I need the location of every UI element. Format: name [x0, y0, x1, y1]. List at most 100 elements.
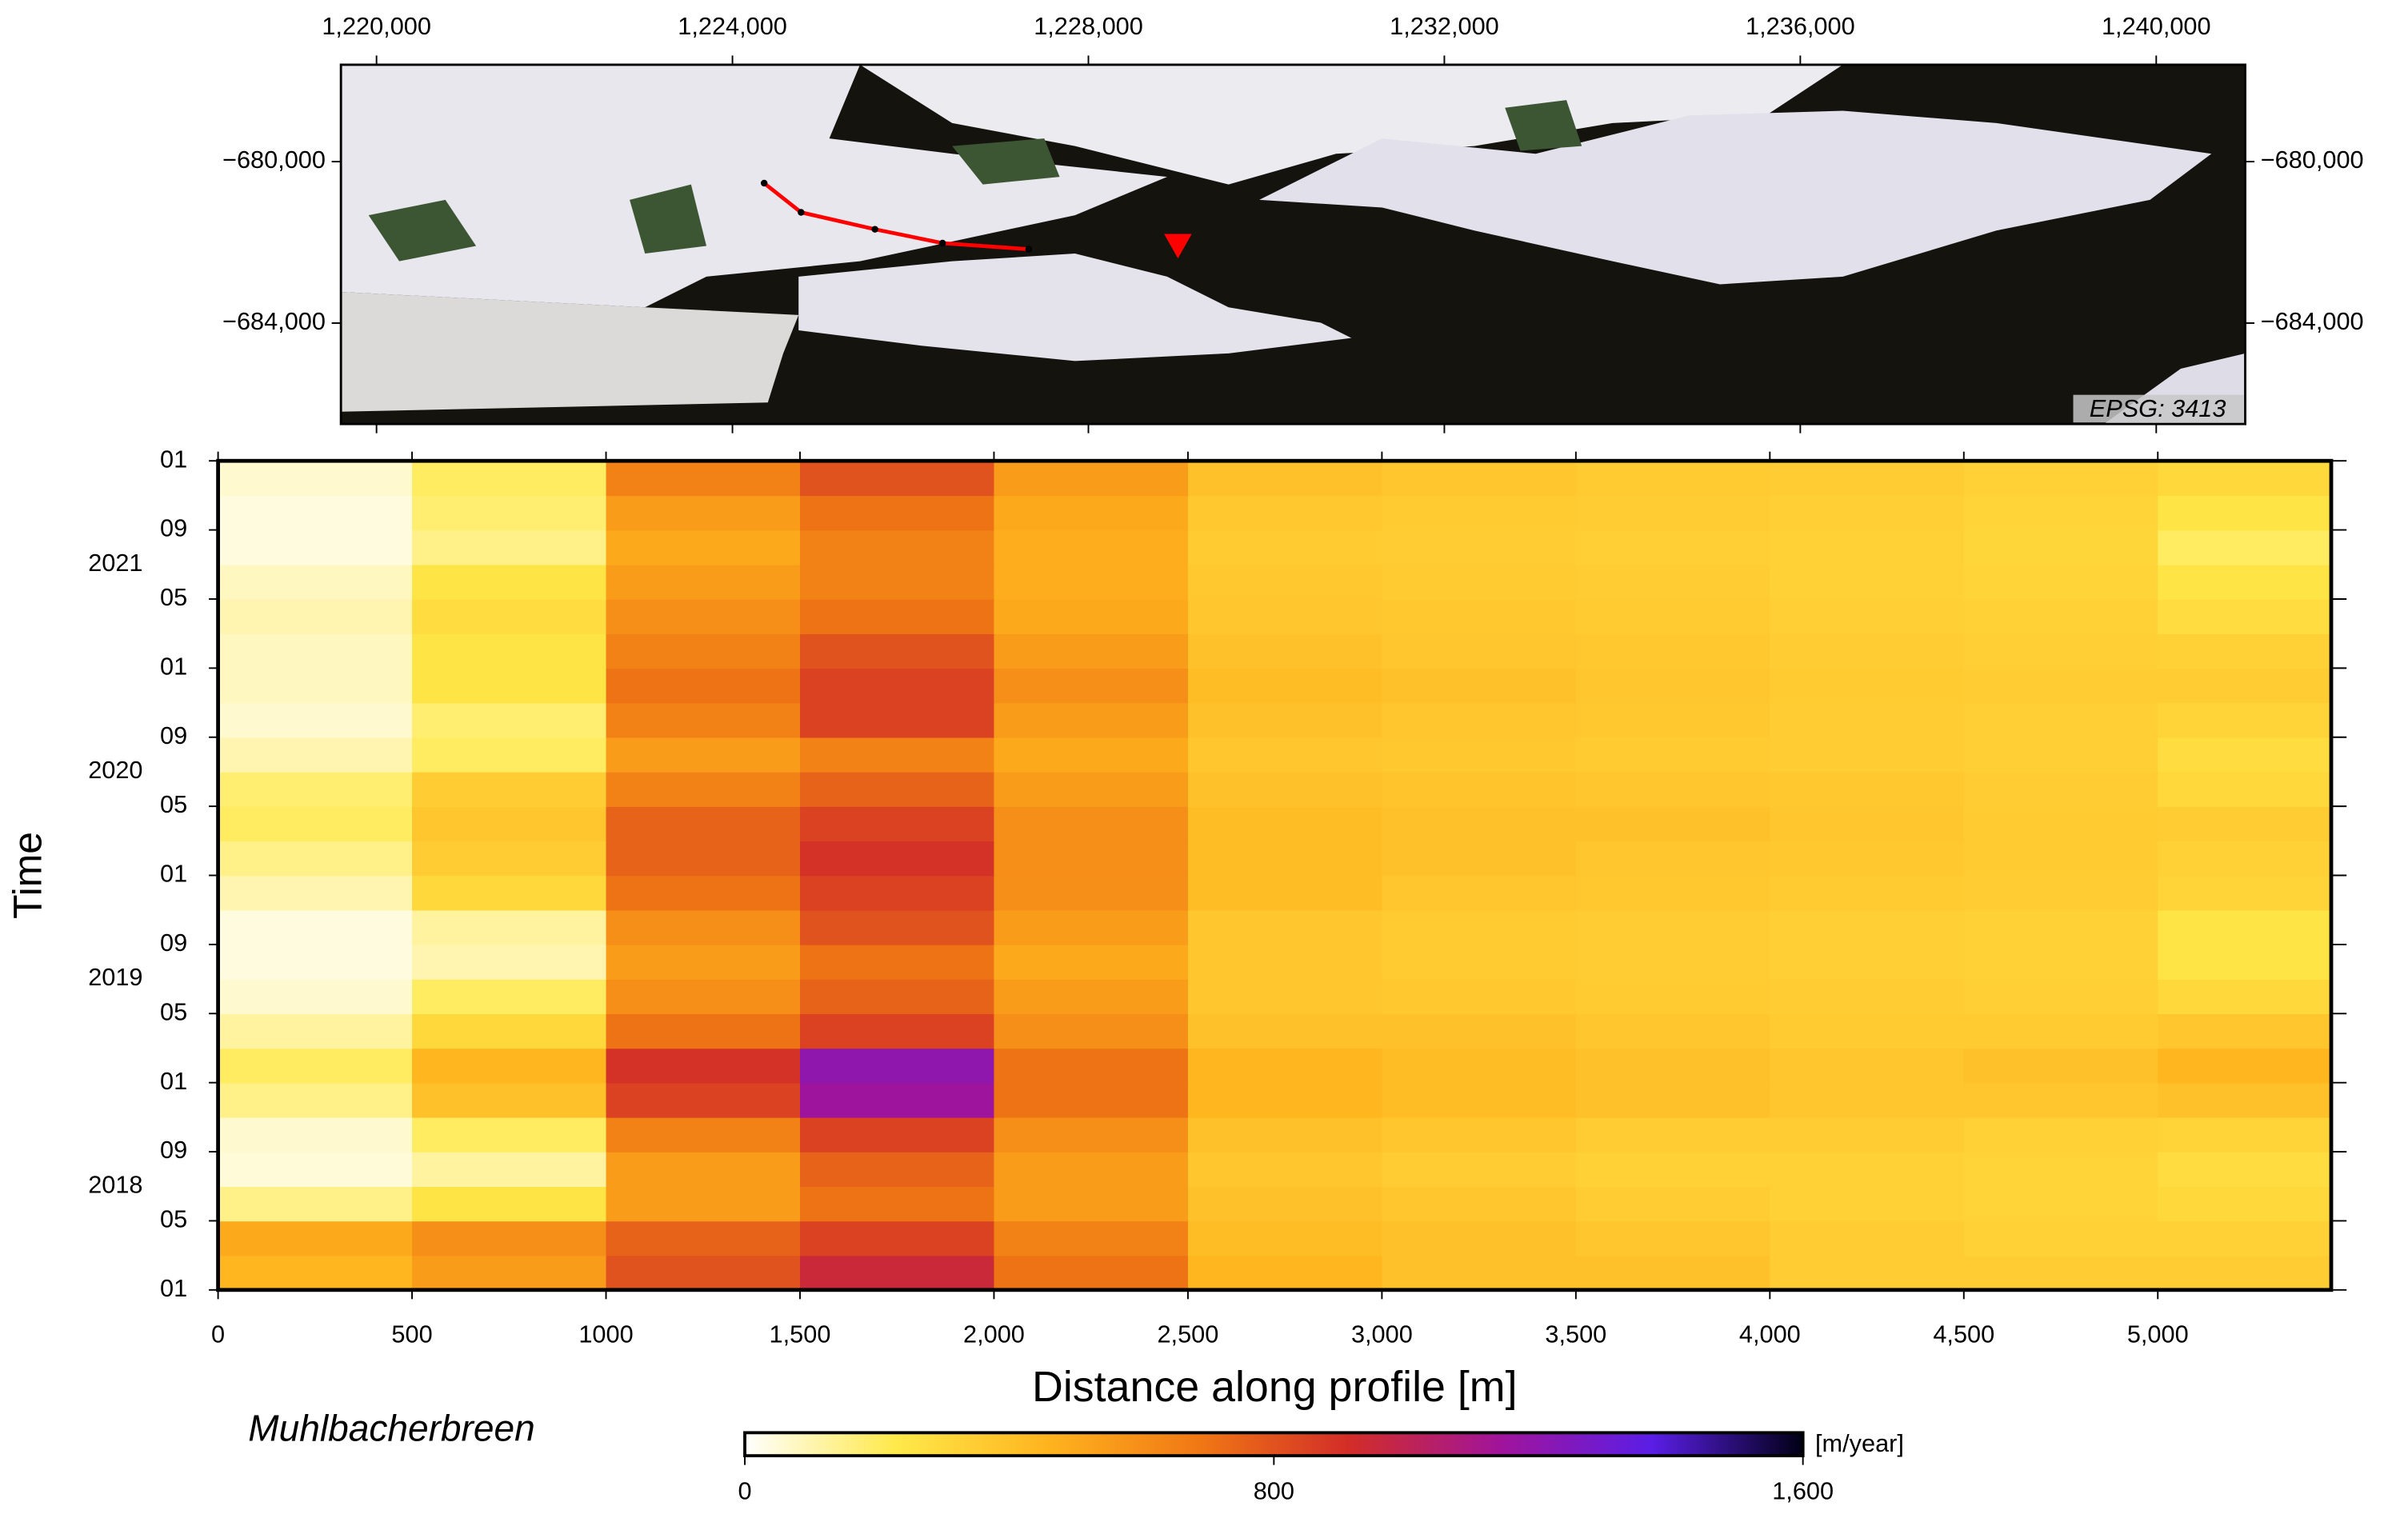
- heat-cell: [1187, 598, 1383, 634]
- heat-cell: [1382, 841, 1577, 877]
- heat-cell: [218, 1152, 413, 1188]
- heat-cell: [606, 944, 801, 980]
- heat-cell: [1963, 1186, 2159, 1222]
- heat-cell: [2158, 1186, 2332, 1222]
- heat-cell: [799, 841, 995, 877]
- heat-cell: [1963, 841, 2159, 877]
- heat-cell: [606, 702, 801, 738]
- heat-cell: [1187, 944, 1383, 980]
- heat-cell: [412, 737, 607, 773]
- heat-cell: [2158, 1152, 2332, 1188]
- heat-cell: [606, 875, 801, 911]
- heat-cell: [1187, 979, 1383, 1015]
- heat-cell: [1187, 909, 1383, 945]
- heat-cell: [1382, 529, 1577, 565]
- heat-cell: [412, 806, 607, 842]
- heat-cell: [2158, 1082, 2332, 1118]
- heat-cell: [799, 1082, 995, 1118]
- year-label: 2018: [88, 1170, 142, 1198]
- heat-cell: [1770, 668, 1965, 704]
- heat-cell: [1382, 875, 1577, 911]
- y-tick-label: 09: [160, 514, 187, 542]
- heat-cell: [799, 806, 995, 842]
- heat-cell: [412, 1048, 607, 1084]
- heat-cell: [606, 598, 801, 634]
- heat-cell: [2158, 806, 2332, 842]
- heat-cell: [1187, 806, 1383, 842]
- y-tick-label: 01: [160, 1274, 187, 1302]
- heat-cell: [1382, 564, 1577, 600]
- heat-cell: [1575, 875, 1771, 911]
- heat-cell: [412, 979, 607, 1015]
- heat-cell: [1382, 668, 1577, 704]
- heat-cell: [1575, 1255, 1771, 1291]
- heat-cell: [994, 564, 1189, 600]
- heat-cell: [799, 564, 995, 600]
- heat-cell: [799, 909, 995, 945]
- heat-cell: [1770, 771, 1965, 807]
- heat-cell: [412, 1117, 607, 1152]
- heat-cell: [1770, 461, 1965, 497]
- heat-cell: [1963, 495, 2159, 531]
- heat-cell: [1382, 461, 1577, 497]
- heat-cell: [994, 495, 1189, 531]
- x-axis-label: Distance along profile [m]: [1032, 1363, 1517, 1411]
- y-tick-label: 01: [160, 445, 187, 473]
- heat-cell: [1575, 1117, 1771, 1152]
- x-tick-label: 500: [391, 1320, 432, 1348]
- heat-cell: [218, 564, 413, 600]
- y-tick-label: −684,000: [222, 307, 326, 335]
- heat-cell: [606, 1255, 801, 1291]
- heat-cell: [1187, 529, 1383, 565]
- heat-cell: [799, 1186, 995, 1222]
- heat-cell: [1575, 1220, 1771, 1256]
- heat-cell: [412, 1152, 607, 1188]
- colorbar-tick-label: 1,600: [1772, 1476, 1834, 1504]
- y-tick-label: 05: [160, 1205, 187, 1233]
- heat-cell: [2158, 771, 2332, 807]
- y-tick-label: 01: [160, 860, 187, 888]
- heat-cell: [606, 668, 801, 704]
- heat-cell: [1963, 1048, 2159, 1084]
- heat-cell: [412, 461, 607, 497]
- heat-cell: [1770, 1013, 1965, 1049]
- heat-cell: [994, 702, 1189, 738]
- heat-cell: [1382, 1186, 1577, 1222]
- heat-cell: [1187, 737, 1383, 773]
- heat-cell: [994, 806, 1189, 842]
- heat-cell: [994, 1220, 1189, 1256]
- heat-cell: [2158, 461, 2332, 497]
- profile-vertex: [798, 209, 805, 216]
- heat-cell: [799, 1048, 995, 1084]
- heat-cell: [1187, 633, 1383, 669]
- y-tick-label: 05: [160, 997, 187, 1025]
- heat-cell: [1382, 598, 1577, 634]
- heat-cell: [606, 564, 801, 600]
- heat-cell: [2158, 1117, 2332, 1152]
- heat-cell: [218, 633, 413, 669]
- heat-cell: [1963, 944, 2159, 980]
- heat-cell: [1382, 979, 1577, 1015]
- heat-cell: [994, 1048, 1189, 1084]
- heat-cell: [218, 1255, 413, 1291]
- heat-cell: [1575, 702, 1771, 738]
- x-tick-label: 1000: [578, 1320, 633, 1348]
- profile-vertex: [871, 226, 878, 233]
- heat-cell: [412, 495, 607, 531]
- heat-cell: [1770, 841, 1965, 877]
- heat-cell: [799, 875, 995, 911]
- heat-cell: [1187, 1220, 1383, 1256]
- heat-cell: [799, 979, 995, 1015]
- annotation-box: [2073, 394, 2244, 423]
- x-tick-label: 1,224,000: [678, 12, 787, 40]
- heat-cell: [412, 1220, 607, 1256]
- heat-cell: [799, 737, 995, 773]
- heat-cell: [2158, 668, 2332, 704]
- heat-cell: [1770, 702, 1965, 738]
- x-tick-label: 3,500: [1545, 1320, 1606, 1348]
- heat-cell: [1382, 633, 1577, 669]
- heat-cell: [218, 702, 413, 738]
- heat-cell: [1187, 841, 1383, 877]
- heat-cell: [412, 1255, 607, 1291]
- heat-cell: [799, 461, 995, 497]
